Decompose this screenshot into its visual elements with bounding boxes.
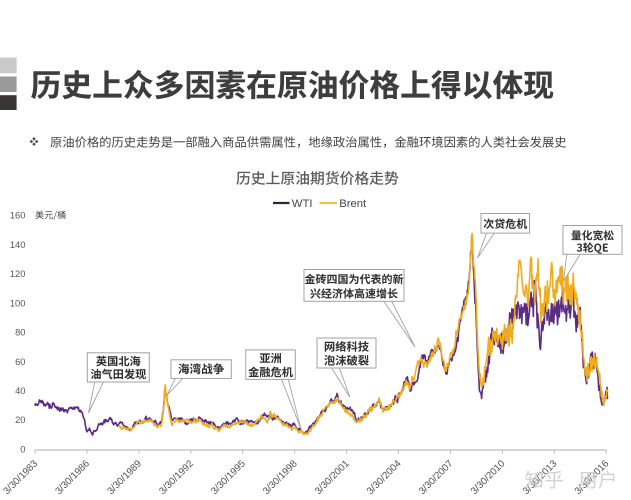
svg-text:3/30/1986: 3/30/1986	[53, 458, 92, 497]
svg-text:3/30/2004: 3/30/2004	[365, 458, 404, 497]
svg-text:3/30/2010: 3/30/2010	[469, 458, 508, 497]
svg-text:20: 20	[15, 414, 25, 425]
svg-text:3/30/1998: 3/30/1998	[261, 458, 300, 497]
svg-text:60: 60	[15, 356, 25, 367]
svg-text:3/30/1992: 3/30/1992	[157, 458, 196, 497]
svg-text:3/30/1983: 3/30/1983	[2, 458, 41, 497]
svg-text:120: 120	[10, 268, 26, 279]
svg-text:3/30/1989: 3/30/1989	[105, 458, 144, 497]
svg-text:40: 40	[15, 385, 25, 396]
svg-text:0: 0	[20, 443, 25, 454]
svg-text:160: 160	[10, 210, 26, 221]
svg-text:140: 140	[10, 239, 26, 250]
svg-text:Brent: Brent	[339, 198, 367, 210]
svg-text:3/30/2001: 3/30/2001	[313, 458, 352, 497]
svg-text:WTI: WTI	[292, 198, 313, 210]
svg-text:3/30/1995: 3/30/1995	[209, 458, 248, 497]
svg-text:80: 80	[15, 327, 25, 338]
svg-text:3/30/2007: 3/30/2007	[417, 458, 456, 497]
svg-text:100: 100	[10, 297, 26, 308]
